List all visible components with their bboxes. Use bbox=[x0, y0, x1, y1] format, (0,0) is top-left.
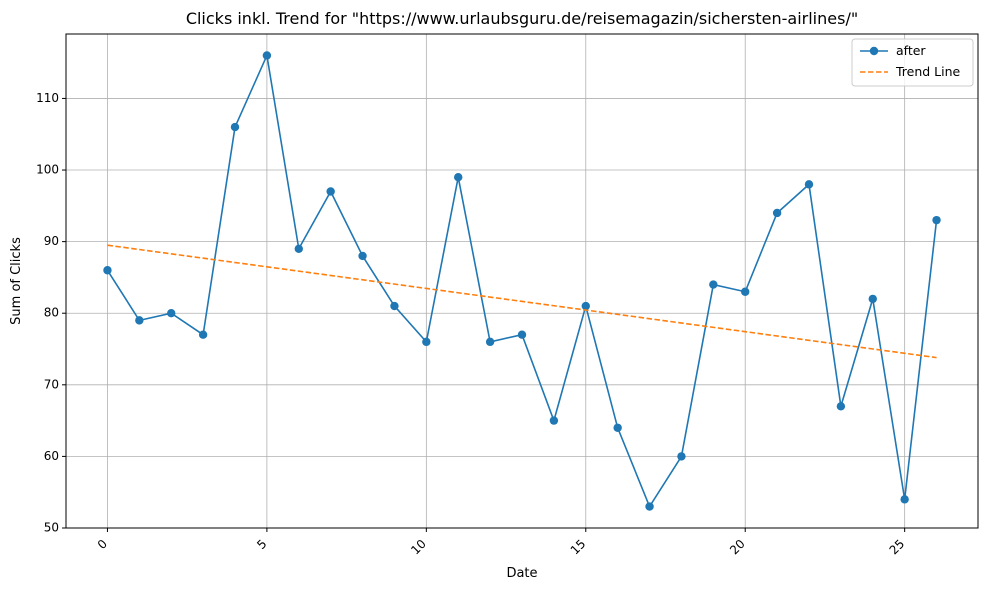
legend-label-after: after bbox=[896, 43, 926, 58]
data-point-after bbox=[262, 51, 272, 60]
data-point-after bbox=[868, 294, 877, 304]
y-tick-label: 90 bbox=[44, 234, 59, 248]
data-point-after bbox=[294, 244, 303, 253]
y-tick-label: 80 bbox=[44, 306, 59, 320]
y-tick-label: 100 bbox=[36, 163, 59, 177]
data-point-after bbox=[390, 301, 399, 311]
data-point-after bbox=[581, 301, 590, 311]
data-point-after bbox=[804, 180, 814, 189]
legend-label-trend-line: Trend Line bbox=[895, 64, 961, 79]
data-point-after bbox=[103, 266, 112, 275]
data-point-after bbox=[836, 402, 846, 411]
plot-area-frame bbox=[65, 33, 979, 529]
series-group bbox=[103, 51, 941, 511]
data-point-after bbox=[613, 423, 622, 432]
legend: after Trend Line bbox=[851, 38, 974, 87]
data-point-after bbox=[358, 251, 367, 261]
data-point-after bbox=[517, 330, 527, 339]
data-point-after bbox=[198, 330, 208, 339]
data-point-after bbox=[326, 187, 335, 196]
chart-title: Clicks inkl. Trend for "https://www.urla… bbox=[186, 9, 858, 28]
data-point-after bbox=[645, 502, 654, 511]
y-tick-label: 110 bbox=[36, 91, 59, 105]
y-tick-label: 50 bbox=[44, 521, 59, 535]
data-point-after bbox=[135, 316, 144, 325]
x-axis-label: Date bbox=[506, 566, 537, 581]
data-point-after bbox=[677, 452, 686, 461]
legend-marker-after bbox=[869, 46, 879, 56]
y-tick-label: 70 bbox=[44, 377, 59, 391]
data-point-after bbox=[167, 309, 176, 318]
data-point-after bbox=[485, 337, 495, 347]
data-point-after bbox=[772, 208, 782, 218]
data-point-after bbox=[422, 337, 431, 347]
data-point-after bbox=[549, 416, 559, 425]
data-point-after bbox=[900, 495, 909, 504]
data-point-after bbox=[709, 280, 718, 289]
data-point-after bbox=[454, 172, 463, 182]
y-tick-label: 60 bbox=[44, 449, 59, 463]
data-point-after bbox=[230, 122, 240, 132]
data-point-after bbox=[932, 215, 941, 225]
data-point-after bbox=[741, 287, 750, 296]
y-axis-label: Sum of Clicks bbox=[9, 237, 24, 325]
series-line-trend-line bbox=[107, 244, 937, 359]
